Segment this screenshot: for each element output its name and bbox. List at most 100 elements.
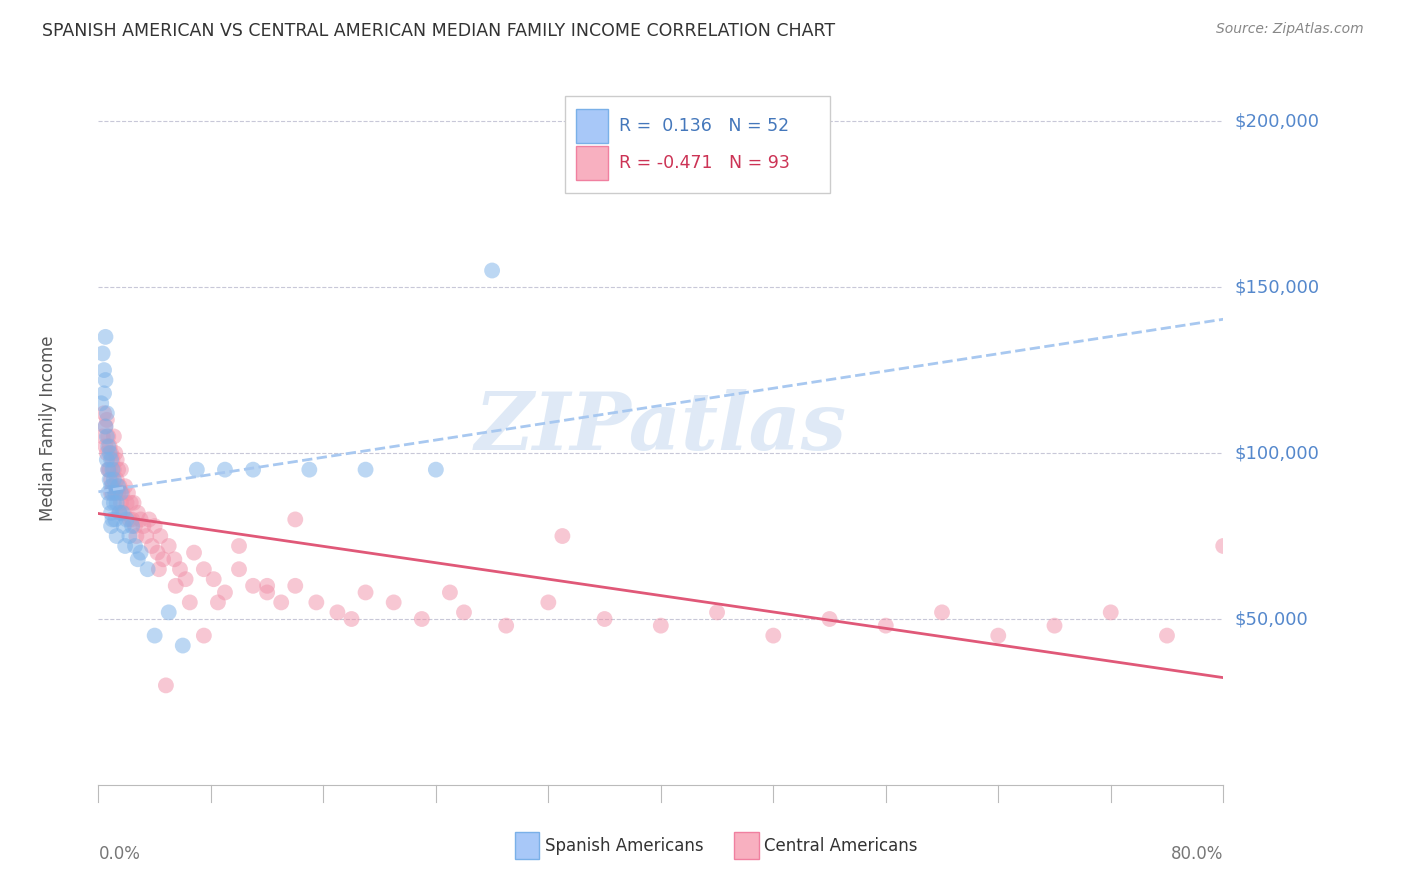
Point bbox=[96, 452, 118, 467]
Point bbox=[214, 463, 236, 477]
Point bbox=[105, 496, 128, 510]
Point bbox=[96, 406, 118, 420]
Point bbox=[93, 363, 115, 377]
Point bbox=[107, 486, 129, 500]
Point bbox=[354, 585, 377, 599]
Point bbox=[107, 479, 129, 493]
Point bbox=[136, 562, 159, 576]
Point bbox=[94, 419, 117, 434]
Point bbox=[129, 512, 152, 526]
Point bbox=[118, 512, 141, 526]
Point bbox=[174, 572, 197, 586]
Point bbox=[284, 512, 307, 526]
Text: Median Family Income: Median Family Income bbox=[39, 335, 56, 521]
Point bbox=[112, 519, 135, 533]
Text: ZIPatlas: ZIPatlas bbox=[475, 390, 846, 467]
Point bbox=[100, 473, 122, 487]
Point bbox=[124, 519, 146, 533]
Point bbox=[875, 618, 897, 632]
Point bbox=[593, 612, 616, 626]
Point bbox=[94, 439, 117, 453]
Point bbox=[97, 463, 120, 477]
Point bbox=[107, 463, 129, 477]
Point bbox=[987, 629, 1010, 643]
Point bbox=[148, 562, 170, 576]
Point bbox=[114, 539, 136, 553]
Point bbox=[439, 585, 461, 599]
Point bbox=[202, 572, 225, 586]
Point bbox=[100, 446, 122, 460]
Point bbox=[193, 562, 215, 576]
Point bbox=[101, 452, 124, 467]
Point bbox=[98, 496, 121, 510]
Point bbox=[326, 606, 349, 620]
Point bbox=[110, 463, 132, 477]
Point bbox=[1043, 618, 1066, 632]
Point bbox=[152, 552, 174, 566]
Point bbox=[91, 346, 114, 360]
Point bbox=[382, 595, 405, 609]
Point bbox=[256, 579, 278, 593]
Point bbox=[111, 506, 134, 520]
Point bbox=[97, 429, 120, 443]
FancyBboxPatch shape bbox=[576, 109, 607, 144]
Point bbox=[270, 595, 292, 609]
Point bbox=[105, 529, 128, 543]
Point bbox=[481, 263, 503, 277]
Point bbox=[94, 373, 117, 387]
Text: 0.0%: 0.0% bbox=[98, 845, 141, 863]
Point bbox=[98, 439, 121, 453]
Point bbox=[127, 552, 149, 566]
FancyBboxPatch shape bbox=[734, 832, 759, 859]
Point bbox=[1156, 629, 1178, 643]
Point bbox=[108, 506, 131, 520]
Point bbox=[411, 612, 433, 626]
Point bbox=[818, 612, 841, 626]
Point bbox=[91, 429, 114, 443]
Point bbox=[155, 678, 177, 692]
Point bbox=[112, 506, 135, 520]
Point bbox=[96, 446, 118, 460]
Text: $50,000: $50,000 bbox=[1234, 610, 1308, 628]
Point bbox=[495, 618, 517, 632]
Point bbox=[157, 606, 180, 620]
Point bbox=[163, 552, 186, 566]
Point bbox=[96, 429, 118, 443]
Point bbox=[165, 579, 187, 593]
Point bbox=[117, 486, 139, 500]
Point bbox=[115, 512, 138, 526]
Point bbox=[186, 463, 208, 477]
Point bbox=[242, 579, 264, 593]
Point bbox=[108, 506, 131, 520]
Point bbox=[122, 496, 145, 510]
Point bbox=[101, 486, 124, 500]
Point bbox=[1212, 539, 1234, 553]
Point bbox=[127, 506, 149, 520]
Point bbox=[103, 429, 125, 443]
Point bbox=[120, 496, 142, 510]
Point bbox=[172, 639, 194, 653]
Point bbox=[97, 486, 120, 500]
Point bbox=[100, 506, 122, 520]
Point bbox=[104, 446, 127, 460]
Point bbox=[354, 463, 377, 477]
Point bbox=[100, 486, 122, 500]
Point bbox=[228, 562, 250, 576]
Text: R =  0.136   N = 52: R = 0.136 N = 52 bbox=[619, 118, 789, 136]
Text: Central Americans: Central Americans bbox=[765, 837, 918, 855]
Point bbox=[94, 419, 117, 434]
Point bbox=[143, 629, 166, 643]
Point bbox=[537, 595, 560, 609]
Point bbox=[214, 585, 236, 599]
Point bbox=[104, 486, 127, 500]
Point bbox=[141, 539, 163, 553]
Text: $150,000: $150,000 bbox=[1234, 278, 1319, 296]
Point bbox=[1099, 606, 1122, 620]
Point bbox=[103, 473, 125, 487]
Point bbox=[425, 463, 447, 477]
Point bbox=[143, 519, 166, 533]
Point bbox=[132, 519, 155, 533]
Point bbox=[96, 413, 118, 427]
FancyBboxPatch shape bbox=[515, 832, 540, 859]
Point bbox=[650, 618, 672, 632]
